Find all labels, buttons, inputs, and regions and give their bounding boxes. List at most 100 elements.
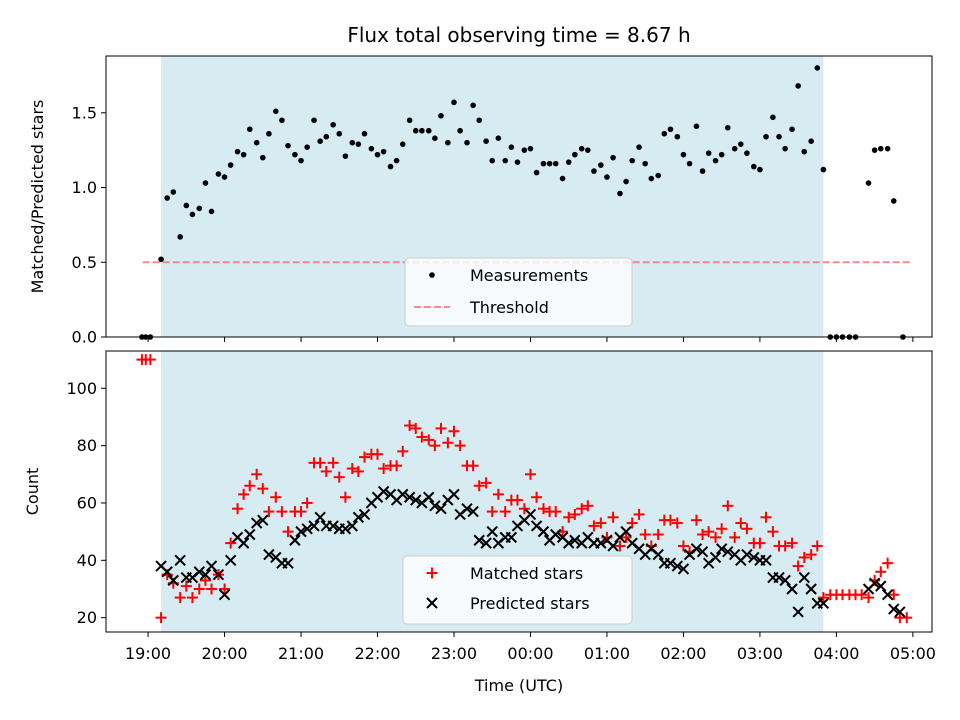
predicted-star-point (473, 534, 485, 546)
matched-star-point (276, 506, 288, 518)
measurement-point (648, 175, 655, 182)
measurement-point (884, 145, 891, 152)
predicted-star-point (652, 548, 664, 561)
matched-star-point (404, 420, 416, 432)
measurement-point (266, 130, 272, 137)
measurement-point (585, 147, 591, 153)
predicted-star-point (237, 537, 250, 549)
predicted-star-point (677, 563, 690, 575)
measurement-point (445, 139, 451, 146)
predicted-star-point (448, 488, 460, 501)
measurement-point (330, 121, 336, 128)
matched-star-point (875, 566, 887, 578)
measurement-point (527, 145, 534, 152)
bottom-x-tick-label: 03:00 (737, 644, 783, 663)
matched-star-point (314, 457, 326, 469)
matched-star-point (232, 503, 244, 515)
matched-star-point (677, 540, 689, 552)
matched-star-point (811, 540, 823, 552)
measurement-point (890, 198, 897, 204)
top-y-axis: 0.0 0.5 1.0 1.5 (72, 103, 106, 347)
measurement-point (476, 117, 483, 124)
predicted-star-point (257, 514, 269, 526)
matched-star-point (410, 422, 422, 434)
measurement-point (425, 127, 432, 134)
bottom-panel: 20 40 60 80 100 19:00 20:00 21:00 22:00 23:00 00:… (23, 350, 936, 695)
predicted-star-point (607, 540, 619, 552)
predicted-star-point (429, 500, 441, 512)
matched-star-point (492, 488, 504, 500)
bottom-data-layer (136, 354, 913, 624)
matched-star-point (346, 463, 358, 475)
top-panel: 0.0 0.5 1.0 1.5 Flux total observing time =… (28, 23, 933, 347)
measurement-point (317, 138, 323, 144)
bottom-y-axis: 20 40 60 80 100 (66, 379, 106, 627)
measurement-point (183, 202, 190, 209)
measurement-point (686, 160, 693, 167)
measurement-point (750, 163, 757, 170)
measurement-point (399, 141, 406, 147)
bottom-x-axis-label: Time (UTC) (474, 676, 563, 695)
measurement-point (770, 114, 776, 121)
threshold-legend-label: Threshold (469, 298, 549, 317)
predicted-star-point (250, 517, 263, 529)
measurement-point (470, 102, 476, 109)
predicted-star-point (894, 606, 906, 618)
measurement-point (533, 169, 540, 176)
bottom-x-tick-label: 00:00 (507, 644, 553, 663)
measurement-point (279, 117, 285, 124)
matched-star-point (518, 503, 530, 515)
matched-star-point (174, 592, 186, 604)
matched-star-point (607, 511, 619, 523)
matched-star-point (863, 592, 875, 604)
measurement-point (393, 157, 400, 164)
bottom-legend: Matched stars Predicted stars (402, 555, 633, 625)
matched-star-point (690, 514, 702, 526)
measurement-point (170, 189, 177, 195)
matched-star-point (219, 583, 231, 595)
measurement-point (432, 135, 438, 142)
predicted-star-point (486, 525, 498, 538)
measurement-point (311, 117, 317, 124)
matched-star-point (639, 529, 651, 541)
predicted-star-point (308, 520, 320, 532)
matched-star-point (391, 460, 403, 472)
measurement-point (158, 256, 164, 263)
bottom-plot-frame (105, 350, 933, 633)
predicted-star-point (352, 511, 365, 524)
top-y-tick-label: 0.0 (72, 328, 97, 347)
matched-star-point (333, 471, 345, 483)
measurement-point (623, 178, 629, 185)
measurement-point (234, 148, 241, 155)
matched-star-point (760, 511, 772, 523)
predicted-star-point (339, 523, 352, 535)
matched-star-point (499, 506, 511, 518)
measurement-point (514, 159, 521, 165)
predicted-star-point (314, 511, 326, 524)
measurement-point (292, 151, 298, 158)
matched-star-point (511, 494, 523, 506)
matched-star-point (901, 612, 913, 624)
predicted-star-point (805, 583, 817, 595)
predicted-star-point (410, 494, 422, 506)
predicted-star-point (881, 589, 894, 601)
measurement-point (591, 168, 597, 174)
measurement-point (712, 157, 719, 164)
measurement-point (744, 150, 750, 156)
matched-star-point (569, 508, 581, 520)
measurement-point (285, 142, 291, 149)
matched-star-point (270, 491, 282, 503)
matched-star-point (664, 514, 676, 526)
measurement-point (578, 145, 585, 152)
matched-star-point (735, 517, 747, 529)
bottom-y-tick-label: 40 (77, 551, 97, 570)
matched-star-point (671, 517, 683, 529)
matched-stars-legend-glyph (426, 567, 438, 579)
predicted-star-point (263, 548, 275, 561)
measurement-point (546, 160, 553, 167)
matched-star-point (423, 434, 435, 446)
measurement-point (208, 208, 215, 215)
measurement-point (202, 180, 209, 186)
matched-star-point (244, 480, 256, 492)
measurement-point (361, 130, 368, 137)
